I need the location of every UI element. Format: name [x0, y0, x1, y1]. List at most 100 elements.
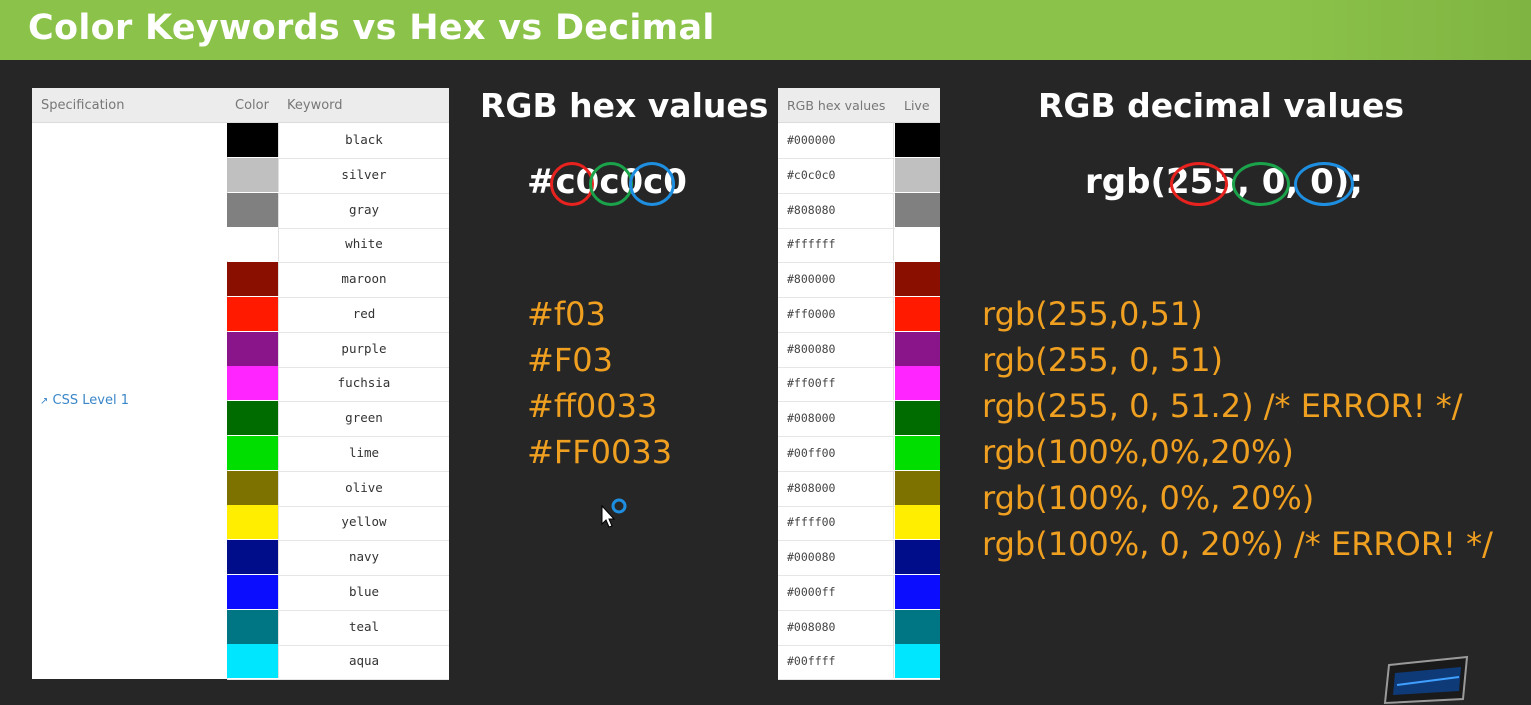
live-swatch — [895, 540, 940, 574]
hex-line-1: #f03 — [527, 295, 606, 333]
hex-row: #ffffff — [778, 227, 940, 264]
live-swatch — [895, 123, 940, 157]
header-live: Live — [904, 98, 930, 113]
decimal-line-6: rgb(100%, 0, 20%) /* ERROR! */ — [982, 525, 1493, 563]
hex-code: #ffffff — [778, 227, 894, 262]
live-swatch — [895, 296, 940, 331]
keyword-row: navy — [227, 540, 449, 576]
hex-row: #808080 — [778, 192, 940, 229]
hex-code: #808000 — [778, 470, 894, 505]
live-swatch — [895, 609, 940, 644]
external-link-icon: ↗ — [40, 396, 49, 407]
hex-line-3: #ff0033 — [527, 387, 658, 425]
live-swatch — [895, 366, 940, 401]
keyword-name: green — [345, 410, 383, 425]
keyword-row: maroon — [227, 262, 449, 298]
keyword-row: black — [227, 123, 449, 159]
hex-row: #ff00ff — [778, 366, 940, 403]
decimal-line-4: rgb(100%,0%,20%) — [982, 433, 1294, 471]
keyword-color-table: Specification Color Keyword ↗ CSS Level … — [32, 88, 449, 681]
keyword-name: navy — [348, 549, 380, 564]
keyword-row: olive — [227, 470, 449, 507]
hex-row: #0000ff — [778, 574, 940, 611]
keyword-table-header: Specification Color Keyword — [32, 88, 449, 123]
keyword-row: blue — [227, 574, 449, 611]
keyword-row: lime — [227, 435, 449, 472]
live-swatch — [895, 192, 940, 227]
title-bar-shade — [1271, 0, 1531, 60]
hex-row: #ffff00 — [778, 505, 940, 542]
decimal-heading: RGB decimal values — [1038, 86, 1405, 125]
green-ring-hex — [589, 162, 633, 206]
keyword-row: aqua — [227, 644, 449, 681]
blue-ring-decimal — [1294, 162, 1354, 206]
hex-code: #008080 — [778, 609, 894, 644]
color-swatch — [227, 470, 279, 505]
css-level-1-label: CSS Level 1 — [52, 393, 129, 408]
color-swatch — [227, 540, 279, 574]
decimal-line-2: rgb(255, 0, 51) — [982, 341, 1224, 379]
color-swatch — [227, 123, 279, 157]
header-specification: Specification — [41, 98, 125, 113]
live-swatch — [895, 574, 940, 609]
live-swatch — [895, 401, 940, 435]
header-rgb-hex: RGB hex values — [787, 98, 886, 113]
live-swatch — [895, 435, 940, 470]
hex-code: #800000 — [778, 262, 894, 296]
hex-code: #0000ff — [778, 574, 894, 609]
color-swatch — [227, 505, 279, 540]
color-swatch — [227, 262, 279, 296]
keyword-name: red — [352, 305, 376, 321]
hex-row: #008000 — [778, 401, 940, 437]
hex-row: #c0c0c0 — [778, 157, 940, 194]
hex-color-table: RGB hex values Live #000000 #c0c0c0 #80808… — [778, 88, 940, 681]
color-swatch — [227, 609, 279, 644]
css-level-1-link[interactable]: ↗ CSS Level 1 — [40, 393, 129, 408]
keyword-name: silver — [341, 166, 387, 182]
keyword-name: teal — [348, 618, 380, 634]
decimal-line-1: rgb(255,0,51) — [982, 295, 1203, 333]
hex-line-2: #F03 — [527, 341, 613, 379]
keyword-row: fuchsia — [227, 366, 449, 403]
hex-code: #000000 — [778, 123, 894, 157]
color-swatch — [227, 227, 279, 262]
decimal-line-3: rgb(255, 0, 51.2) /* ERROR! */ — [982, 387, 1463, 425]
color-swatch — [227, 366, 279, 401]
color-swatch — [227, 574, 279, 609]
header-keyword: Keyword — [287, 98, 343, 113]
live-swatch — [895, 644, 940, 679]
live-swatch — [895, 262, 940, 296]
keyword-name: white — [345, 236, 383, 252]
slide-title: Color Keywords vs Hex vs Decimal — [28, 8, 715, 48]
green-ring-decimal — [1232, 162, 1290, 206]
logo-graphic-icon — [1383, 655, 1469, 705]
keyword-name: fuchsia — [337, 375, 391, 391]
keyword-row: green — [227, 401, 449, 437]
hex-row: #000080 — [778, 540, 940, 576]
keyword-name: purple — [341, 340, 387, 356]
color-swatch — [227, 435, 279, 470]
keyword-row: gray — [227, 192, 449, 229]
color-swatch — [227, 296, 279, 331]
keyword-name: blue — [348, 583, 380, 599]
hex-row: #ff0000 — [778, 296, 940, 333]
title-bar: Color Keywords vs Hex vs Decimal — [0, 0, 1531, 60]
hex-row: #808000 — [778, 470, 940, 507]
hex-code: #000080 — [778, 540, 894, 574]
live-swatch — [895, 227, 940, 262]
hex-code: #808080 — [778, 192, 894, 227]
keyword-name: yellow — [341, 514, 387, 530]
color-swatch — [227, 401, 279, 435]
keyword-row: red — [227, 296, 449, 333]
live-swatch — [895, 331, 940, 366]
hex-row: #00ff00 — [778, 435, 940, 472]
hex-table-header: RGB hex values Live — [778, 88, 940, 123]
keyword-row: teal — [227, 609, 449, 646]
live-swatch — [895, 505, 940, 540]
keyword-row: white — [227, 227, 449, 264]
keyword-row: silver — [227, 157, 449, 194]
hex-code: #00ffff — [778, 644, 894, 679]
keyword-name: black — [345, 132, 383, 147]
keyword-name: aqua — [348, 653, 380, 669]
hex-code: #ffff00 — [778, 505, 894, 540]
